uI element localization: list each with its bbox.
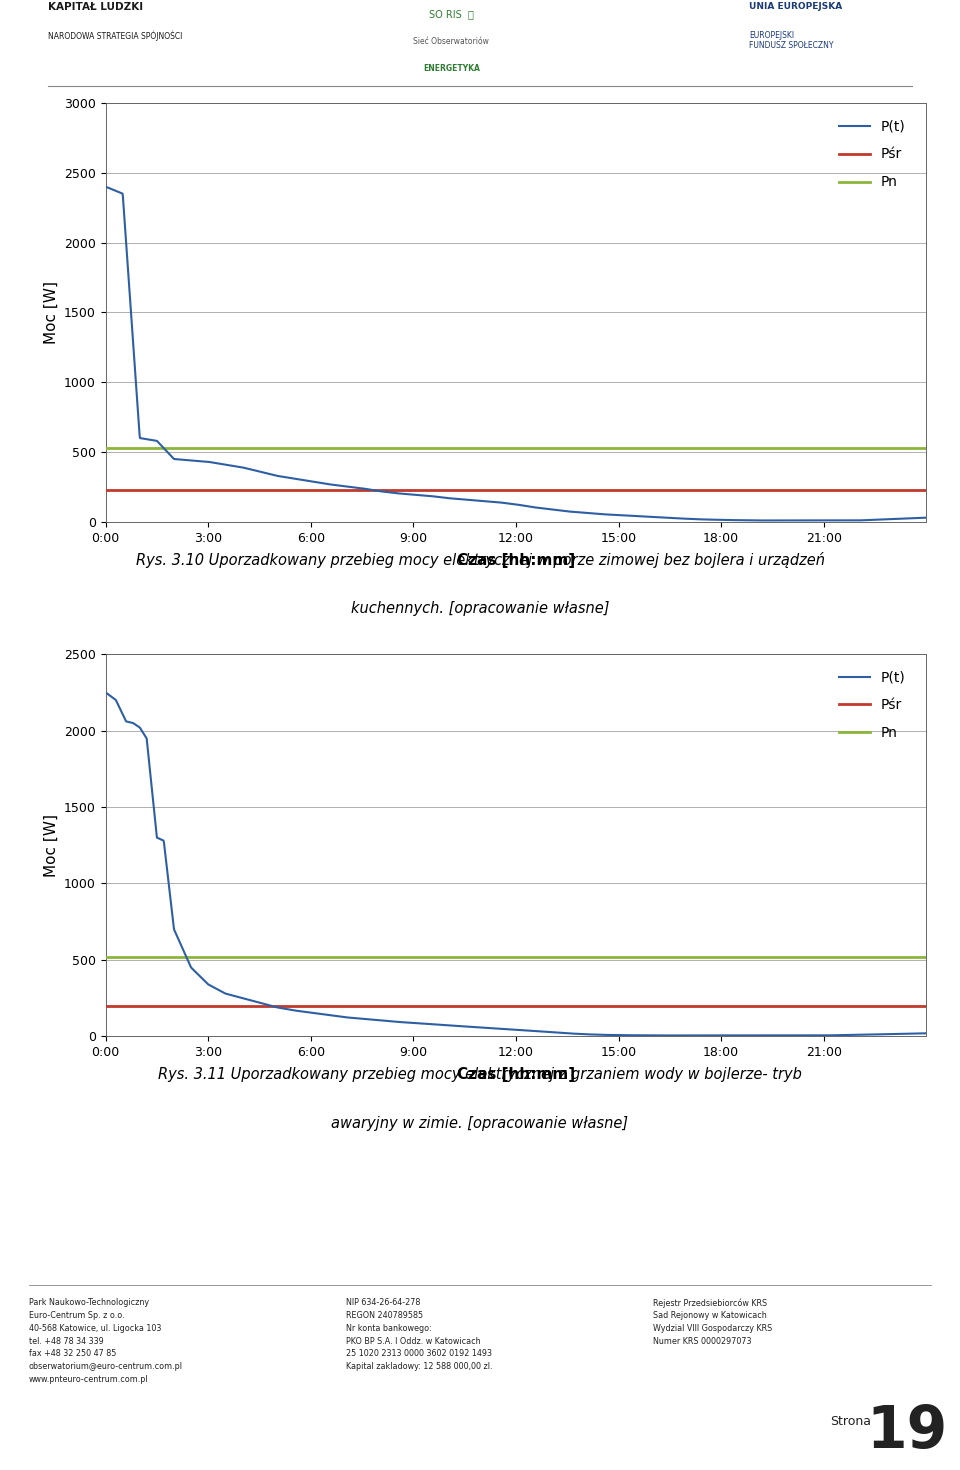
Text: Rys. 3.11 Uporzadkowany przebieg mocy elektrycznej z grzaniem wody w bojlerze- t: Rys. 3.11 Uporzadkowany przebieg mocy el…: [158, 1067, 802, 1082]
Text: NARODOWA STRATEGIA SPÓJNOŚCI: NARODOWA STRATEGIA SPÓJNOŚCI: [48, 31, 182, 41]
Text: 19: 19: [867, 1404, 948, 1461]
Text: EUROPEJSKI
FUNDUSZ SPOŁECZNY: EUROPEJSKI FUNDUSZ SPOŁECZNY: [749, 31, 833, 50]
Text: NIP 634-26-64-278
REGON 240789585
Nr konta bankowego:
PKO BP S.A. I Oddz. w Kato: NIP 634-26-64-278 REGON 240789585 Nr kon…: [346, 1298, 492, 1372]
X-axis label: Czas [hh:mm]: Czas [hh:mm]: [457, 1067, 575, 1082]
Legend: P(t), Pśr, Pn: P(t), Pśr, Pn: [833, 115, 911, 196]
Text: Rys. 3.10 Uporzadkowany przebieg mocy elektrycznej w porze zimowej bez bojlera i: Rys. 3.10 Uporzadkowany przebieg mocy el…: [135, 553, 825, 567]
Text: KAPITAŁ LUDZKI: KAPITAŁ LUDZKI: [48, 1, 143, 12]
Y-axis label: Moc [W]: Moc [W]: [43, 281, 59, 344]
Text: Strona: Strona: [830, 1416, 872, 1427]
X-axis label: Czas [hh:mm]: Czas [hh:mm]: [457, 553, 575, 567]
Text: SO RIS  ⬛: SO RIS ⬛: [429, 9, 473, 19]
Text: UNIA EUROPEJSKA: UNIA EUROPEJSKA: [749, 1, 842, 10]
Text: Rejestr Przedsiebiorców KRS
Sad Rejonowy w Katowicach
Wydzial VIII Gospodarczy K: Rejestr Przedsiebiorców KRS Sad Rejonowy…: [653, 1298, 772, 1347]
Legend: P(t), Pśr, Pn: P(t), Pśr, Pn: [833, 664, 911, 745]
Text: Park Naukowo-Technologiczny
Euro-Centrum Sp. z o.o.
40-568 Katowice, ul. Ligocka: Park Naukowo-Technologiczny Euro-Centrum…: [29, 1298, 182, 1385]
Text: ENERGETYKA: ENERGETYKA: [422, 63, 480, 72]
Y-axis label: Moc [W]: Moc [W]: [43, 814, 59, 876]
Text: awaryjny w zimie. [opracowanie własne]: awaryjny w zimie. [opracowanie własne]: [331, 1116, 629, 1130]
Text: Sieć Obserwatoriów: Sieć Obserwatoriów: [413, 37, 490, 46]
Text: kuchennych. [opracowanie własne]: kuchennych. [opracowanie własne]: [350, 601, 610, 616]
